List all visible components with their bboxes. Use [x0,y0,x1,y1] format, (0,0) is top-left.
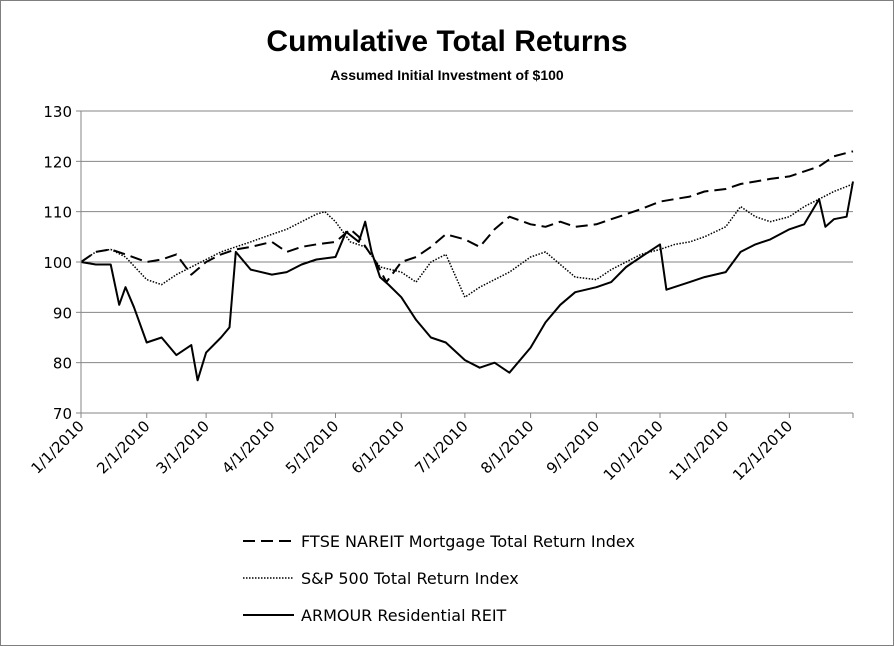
x-tick-label: 6/1/2010 [348,417,408,477]
x-axis-ticks: 1/1/2010 2/1/2010 3/1/2010 4/1/2010 5/1/2010… [27,413,854,484]
y-tick-label: 130 [43,103,72,121]
x-tick-label: 8/1/2010 [477,417,537,477]
y-tick-label: 110 [43,204,72,222]
chart-title: Cumulative Total Returns [266,25,627,58]
x-tick-label: 2/1/2010 [93,417,153,477]
x-tick-label: 11/1/2010 [665,417,732,484]
x-tick-label: 1/1/2010 [27,417,87,477]
legend: FTSE NAREIT Mortgage Total Return Index S… [243,532,635,625]
legend-label-1: S&P 500 Total Return Index [301,569,519,588]
gridlines [81,110,853,364]
x-tick-label: 9/1/2010 [543,417,603,477]
y-tick-label: 100 [43,254,72,272]
legend-label-0: FTSE NAREIT Mortgage Total Return Index [301,532,635,551]
series-lines [80,150,854,382]
y-tick-label: 120 [43,153,72,171]
y-tick-label: 70 [53,405,72,423]
x-tick-label: 12/1/2010 [729,417,796,484]
x-tick-label: 3/1/2010 [153,417,213,477]
series-line-0 [80,150,854,284]
x-tick-label: 10/1/2010 [600,417,667,484]
x-tick-label: 5/1/2010 [282,417,342,477]
series-line-2 [80,181,854,382]
legend-label-2: ARMOUR Residential REIT [301,606,507,625]
chart-subtitle: Assumed Initial Investment of $100 [330,67,564,83]
series-line-1 [80,183,854,298]
x-tick-label: 7/1/2010 [411,417,471,477]
y-tick-label: 80 [53,355,72,373]
x-tick-label: 4/1/2010 [218,417,278,477]
y-axis-ticks: 70 80 90 100 110 120 130 [43,103,81,423]
y-tick-label: 90 [53,304,72,322]
